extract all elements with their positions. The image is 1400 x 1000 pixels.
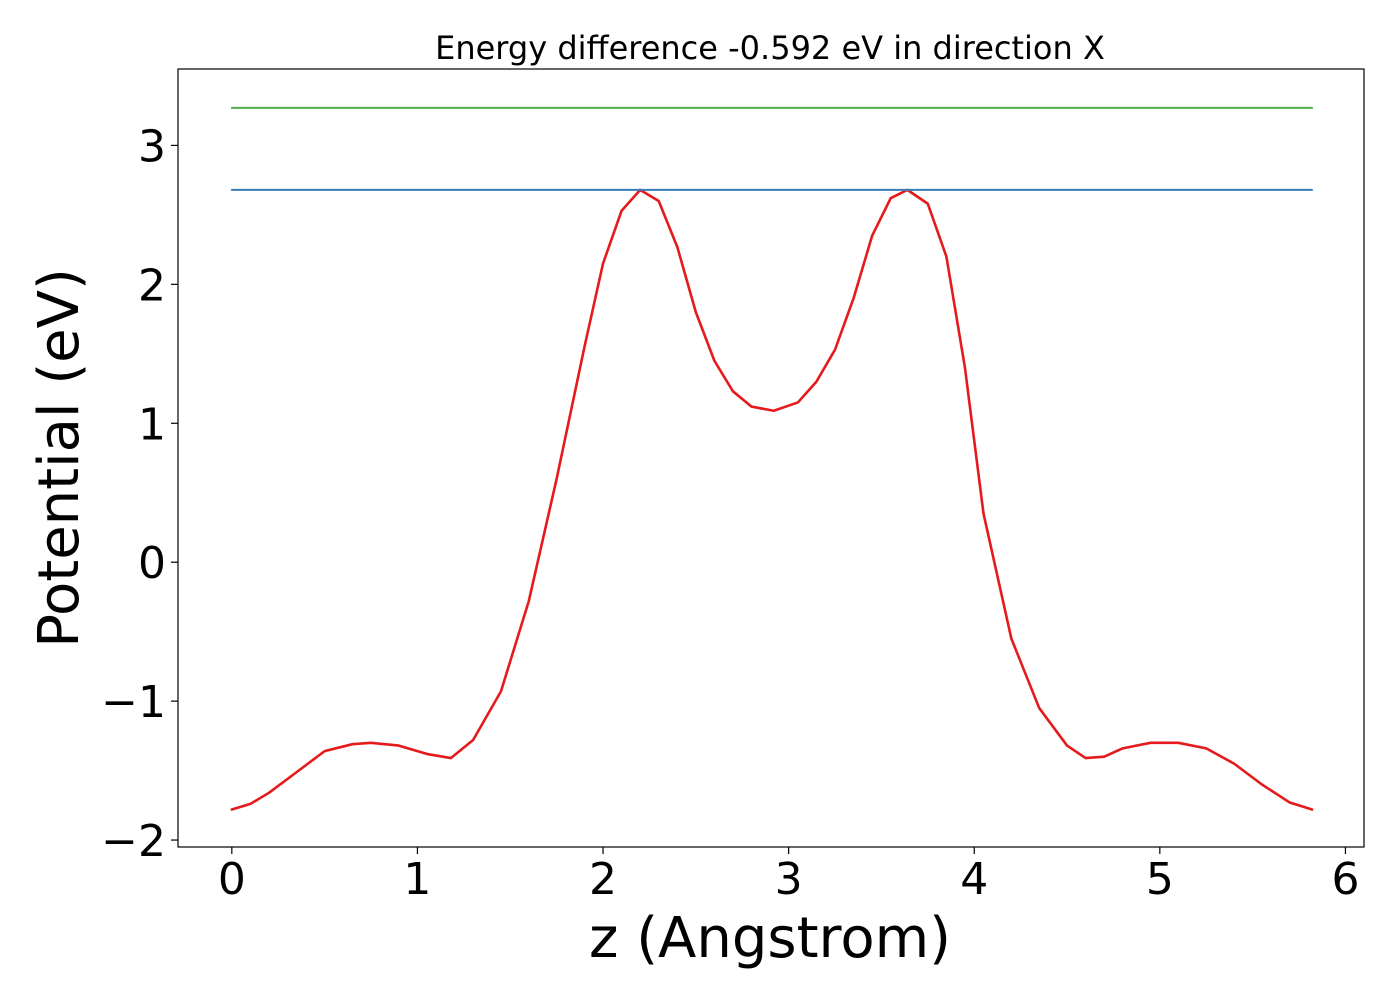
- y-axis-label: Potential (eV): [27, 268, 92, 648]
- y-tick-label: 0: [138, 538, 166, 589]
- x-axis-label: z (Angstrom): [589, 906, 951, 971]
- x-tick-label: 5: [1146, 854, 1174, 905]
- y-axis: −2 −1 0 1 2 3: [101, 121, 178, 867]
- y-tick-label: 3: [138, 121, 166, 172]
- plot-area: [230, 106, 1314, 811]
- x-tick-label: 6: [1331, 854, 1359, 905]
- x-tick-label: 0: [218, 854, 246, 905]
- x-tick-label: 4: [960, 854, 988, 905]
- chart-title: Energy difference -0.592 eV in direction…: [435, 29, 1105, 67]
- x-tick-label: 2: [589, 854, 617, 905]
- y-tick-label: 2: [138, 260, 166, 311]
- x-axis: 0 1 2 3 4 5 6: [218, 847, 1359, 905]
- series-line-0: [230, 188, 1314, 811]
- y-tick-label: −1: [101, 677, 166, 728]
- x-tick-label: 3: [775, 854, 803, 905]
- y-tick-label: −2: [101, 816, 166, 867]
- plot-frame: [177, 68, 1365, 848]
- y-tick-label: 1: [138, 399, 166, 450]
- x-tick-label: 1: [403, 854, 431, 905]
